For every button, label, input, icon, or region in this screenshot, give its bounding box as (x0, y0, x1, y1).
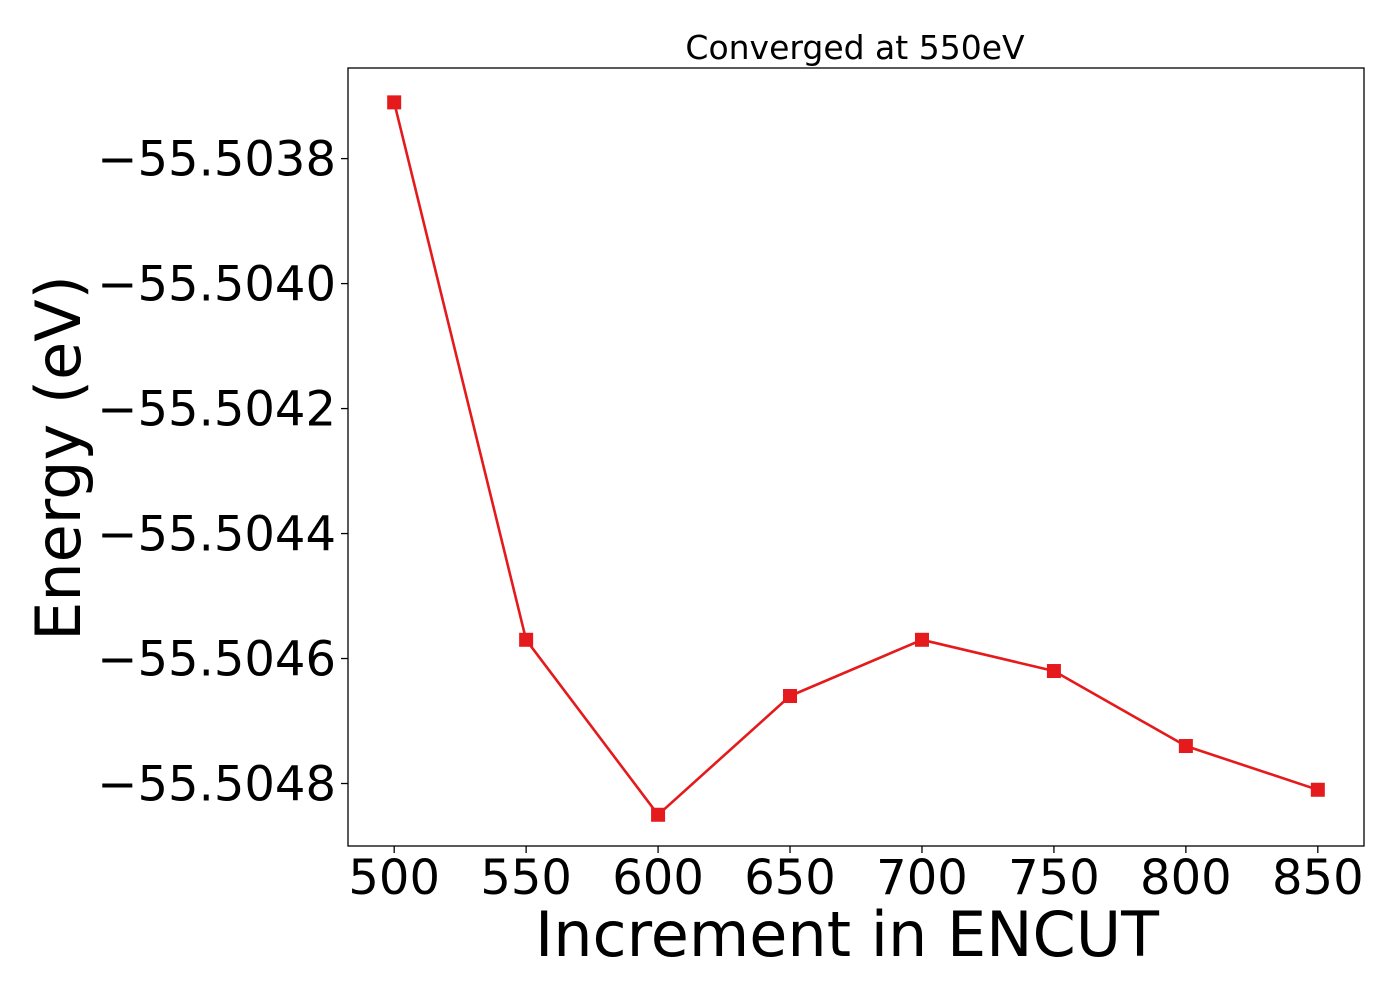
y-tick-label: −55.5044 (97, 507, 336, 563)
x-tick-label: 550 (480, 850, 572, 906)
x-tick-group: 500 550 600 650 700 750 800 850 (348, 846, 1364, 906)
data-point-marker (914, 632, 929, 647)
x-tick-label: 600 (612, 850, 704, 906)
data-point-marker (1178, 739, 1193, 754)
y-tick-group: −55.5038 −55.5040 −55.5042 −55.5044 −55.5046… (97, 132, 348, 813)
x-tick-label: 500 (348, 850, 440, 906)
data-point-marker (1046, 664, 1061, 679)
x-tick-label: 650 (744, 850, 836, 906)
x-tick-label: 750 (1008, 850, 1100, 906)
data-point-marker (651, 807, 666, 822)
y-tick-label: −55.5046 (97, 632, 336, 688)
y-tick-label: −55.5038 (97, 132, 336, 188)
y-tick-label: −55.5048 (97, 757, 336, 813)
series-line (392, 102, 1319, 817)
chart-title: Converged at 550eV (685, 28, 1025, 67)
data-point-marker (519, 632, 534, 647)
y-tick-label: −55.5042 (97, 382, 336, 438)
y-tick-label: −55.5040 (97, 257, 336, 313)
series-group (387, 95, 1325, 822)
data-point-marker (387, 95, 402, 110)
x-tick-label: 850 (1272, 850, 1364, 906)
data-point-marker (783, 689, 798, 704)
x-axis-label: Increment in ENCUT (535, 898, 1160, 971)
x-tick-label: 700 (876, 850, 968, 906)
x-tick-label: 800 (1140, 850, 1232, 906)
y-axis-label: Energy (eV) (22, 275, 95, 641)
data-point-marker (1310, 782, 1325, 797)
plot-frame (347, 67, 1365, 847)
